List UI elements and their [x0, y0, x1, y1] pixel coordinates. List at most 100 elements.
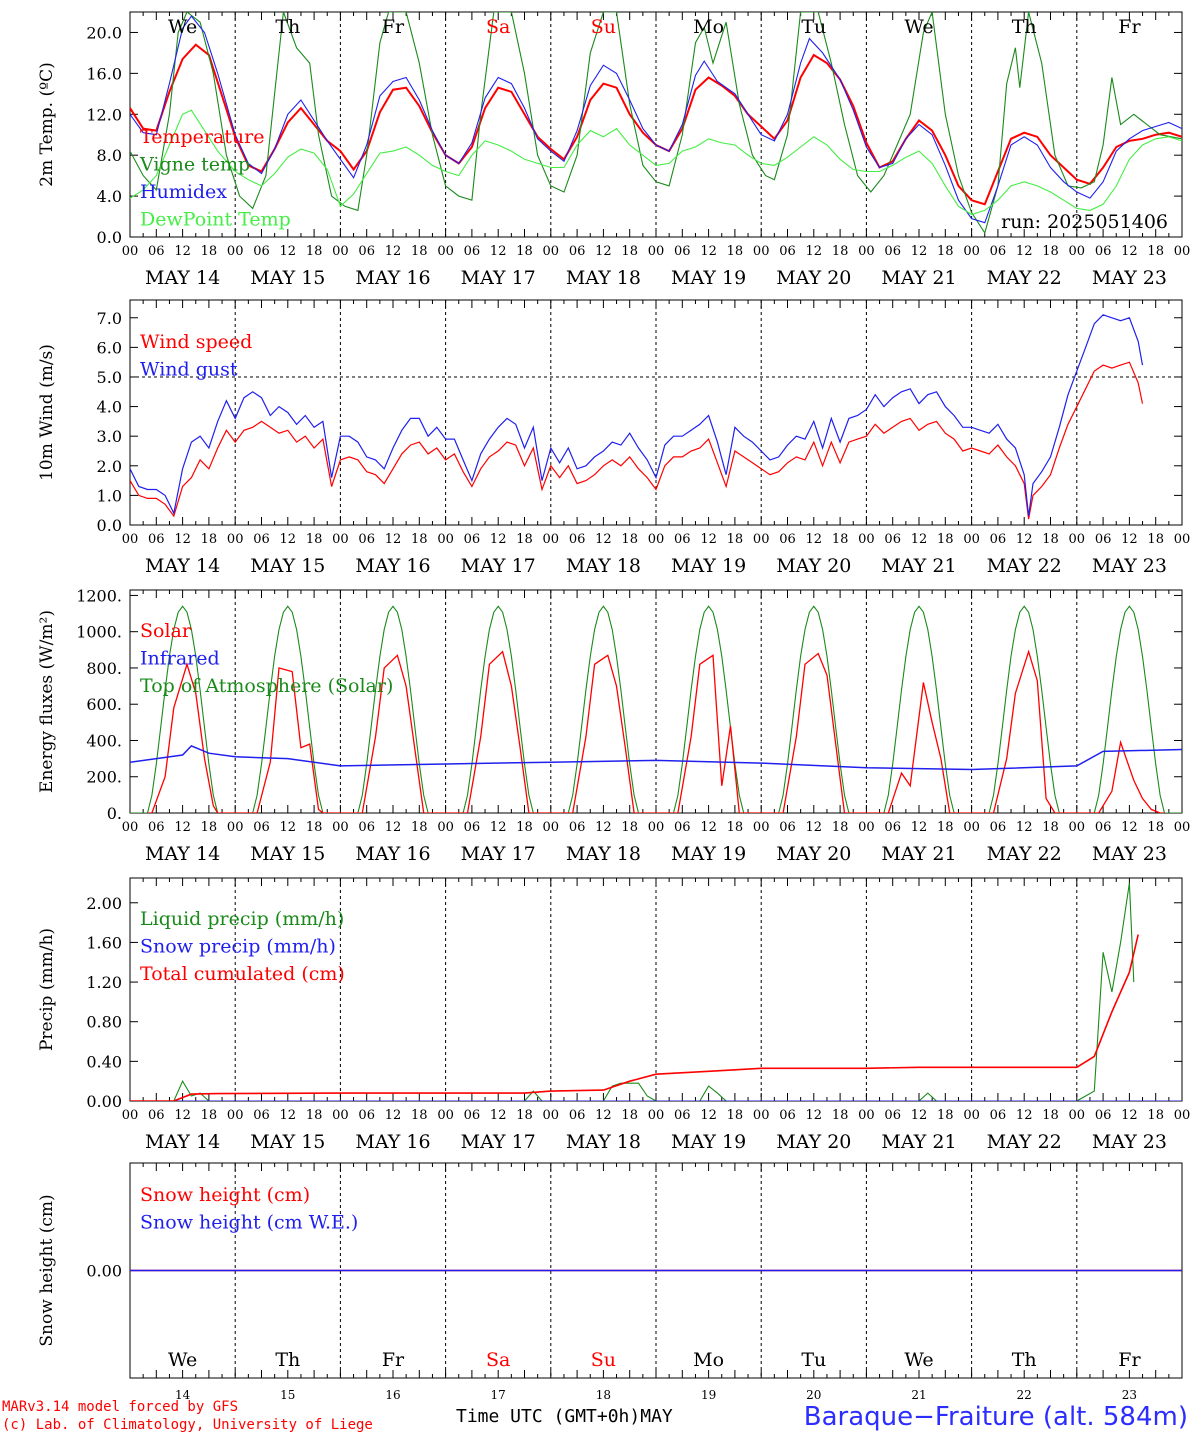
- date-label: MAY 15: [250, 555, 325, 577]
- panel-1: 0.0 4.0 8.0 12.0 16.0 20.0 2m Temp. (ºC) 00 06 12…: [37, 11, 1191, 289]
- legend-vigne-temp: Vigne temp: [139, 154, 250, 176]
- hour-tick-label: 12: [1016, 1108, 1033, 1123]
- hour-tick-label: 00: [753, 532, 770, 547]
- y-tick-label: 0.80: [86, 1013, 122, 1032]
- hour-tick-label: 12: [806, 1108, 823, 1123]
- credit-lab: (c) Lab. of Climatology, University of L…: [2, 1417, 373, 1433]
- date-label: MAY 21: [881, 555, 956, 577]
- legend-temperature: Temperature: [140, 126, 264, 148]
- hour-tick-label: 06: [1095, 1108, 1112, 1123]
- hour-tick-label: 00: [753, 820, 770, 835]
- y-tick-label: 8.0: [97, 146, 122, 165]
- y-tick-label: 1.20: [86, 973, 122, 992]
- date-label: MAY 22: [987, 555, 1062, 577]
- hour-tick-label: 06: [779, 532, 796, 547]
- hour-tick-label: 00: [543, 820, 560, 835]
- date-label: MAY 16: [355, 267, 430, 289]
- date-label: MAY 20: [776, 267, 851, 289]
- panel-4: 0.00 0.40 0.80 1.20 1.60 2.00 Precip (mm/h) 00 0…: [37, 877, 1190, 1153]
- x-axis-title: Time UTC (GMT+0h)MAY: [456, 1406, 673, 1427]
- hour-tick-label: 18: [1147, 1108, 1164, 1123]
- hour-tick-label: 18: [832, 532, 849, 547]
- date-label: MAY 19: [671, 267, 746, 289]
- hour-tick-label: 00: [648, 532, 665, 547]
- y-tick-label: 0.0: [97, 228, 122, 247]
- bottom-day-number: 20: [806, 1388, 821, 1402]
- date-label: MAY 18: [566, 555, 641, 577]
- date-label: MAY 17: [461, 1131, 536, 1153]
- hour-tick-label: 00: [648, 244, 665, 259]
- hour-tick-label: 18: [832, 820, 849, 835]
- bottom-weekday-label: We: [168, 1349, 197, 1371]
- hour-tick-label: 06: [569, 1108, 586, 1123]
- weekday-label: Fr: [1118, 16, 1141, 38]
- date-label: MAY 18: [566, 1131, 641, 1153]
- hour-tick-label: 00: [332, 1108, 349, 1123]
- legend-snow-precip-mm-h: Snow precip (mm/h): [140, 936, 336, 958]
- series-total-cumulated-cm-: [130, 934, 1139, 1101]
- hour-tick-label: 12: [1016, 820, 1033, 835]
- legend-total-cumulated-cm: Total cumulated (cm): [140, 963, 345, 985]
- date-label: MAY 23: [1092, 843, 1167, 865]
- hour-tick-label: 06: [1095, 532, 1112, 547]
- date-label: MAY 15: [250, 843, 325, 865]
- hour-tick-label: 18: [201, 532, 218, 547]
- hour-tick-label: 06: [148, 820, 165, 835]
- hour-tick-label: 18: [411, 820, 428, 835]
- hour-tick-label: 00: [1174, 244, 1191, 259]
- hour-tick-label: 00: [332, 820, 349, 835]
- hour-tick-label: 12: [595, 244, 612, 259]
- hour-tick-label: 18: [306, 1108, 323, 1123]
- date-label: MAY 15: [250, 1131, 325, 1153]
- hour-tick-label: 12: [1121, 1108, 1138, 1123]
- date-label: MAY 20: [776, 1131, 851, 1153]
- hour-tick-label: 06: [674, 532, 691, 547]
- hour-tick-label: 18: [1042, 820, 1059, 835]
- hour-tick-label: 00: [858, 820, 875, 835]
- hour-tick-label: 12: [1121, 532, 1138, 547]
- legend-wind-gust: Wind gust: [140, 359, 238, 381]
- series-wind-speed: [130, 361, 1144, 520]
- legend-infrared: Infrared: [140, 648, 220, 670]
- hour-tick-label: 06: [148, 244, 165, 259]
- hour-tick-label: 00: [963, 532, 980, 547]
- hour-tick-label: 06: [148, 1108, 165, 1123]
- hour-tick-label: 18: [201, 820, 218, 835]
- hour-tick-label: 12: [280, 820, 297, 835]
- hour-tick-label: 12: [1121, 244, 1138, 259]
- date-label: MAY 19: [671, 843, 746, 865]
- bottom-weekday-label: Sa: [486, 1349, 510, 1371]
- series-wind-gust: [130, 314, 1144, 517]
- hour-tick-label: 12: [700, 244, 717, 259]
- weekday-label: We: [168, 16, 197, 38]
- legend-snow-height-cm-w-e: Snow height (cm W.E.): [140, 1212, 358, 1234]
- weekday-label: Mo: [693, 16, 724, 38]
- hour-tick-label: 18: [621, 1108, 638, 1123]
- hour-tick-label: 12: [1121, 820, 1138, 835]
- hour-tick-label: 06: [253, 244, 270, 259]
- y-tick-label: 6.0: [97, 338, 122, 357]
- y-tick-label: 3.0: [97, 427, 122, 446]
- bottom-day-number: 23: [1122, 1388, 1137, 1402]
- hour-tick-label: 18: [306, 532, 323, 547]
- hour-tick-label: 12: [174, 820, 191, 835]
- hour-tick-label: 06: [569, 532, 586, 547]
- hour-tick-label: 06: [674, 244, 691, 259]
- y-tick-label: 600.: [86, 695, 122, 714]
- weekday-label: Sa: [486, 16, 510, 38]
- date-label: MAY 22: [987, 843, 1062, 865]
- hour-tick-label: 18: [727, 244, 744, 259]
- hour-tick-label: 00: [227, 1108, 244, 1123]
- hour-tick-label: 06: [990, 244, 1007, 259]
- hour-tick-label: 12: [911, 532, 928, 547]
- hour-tick-label: 00: [437, 1108, 454, 1123]
- hour-tick-label: 06: [884, 532, 901, 547]
- legend-wind-speed: Wind speed: [140, 331, 252, 353]
- weekday-label: Tu: [801, 16, 826, 38]
- hour-tick-label: 00: [227, 532, 244, 547]
- hour-tick-label: 18: [201, 1108, 218, 1123]
- hour-tick-label: 00: [963, 820, 980, 835]
- hour-tick-label: 12: [174, 532, 191, 547]
- station-title: Baraque−Fraiture (alt. 584m): [803, 1402, 1188, 1432]
- hour-tick-label: 00: [437, 532, 454, 547]
